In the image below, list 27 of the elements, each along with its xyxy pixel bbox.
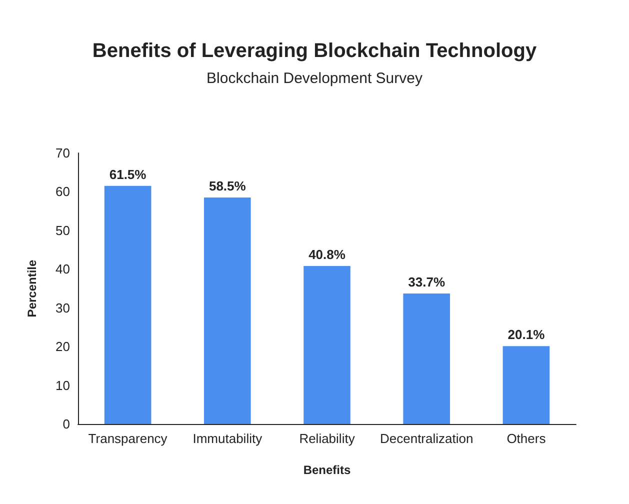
bar <box>204 198 251 424</box>
y-tick-label: 20 <box>56 339 70 354</box>
bar <box>403 294 450 424</box>
y-tick-label: 0 <box>62 416 70 432</box>
y-tick-label: 10 <box>56 378 70 393</box>
x-tick-label: Others <box>506 431 546 446</box>
chart-subtitle: Blockchain Development Survey <box>206 70 423 87</box>
data-label: 33.7% <box>408 274 446 290</box>
data-label: 61.5% <box>109 166 147 182</box>
y-axis-title: Percentile <box>25 260 39 318</box>
y-tick-label: 50 <box>56 222 70 238</box>
x-tick-label: Transparency <box>88 431 168 446</box>
y-tick-label: 60 <box>56 184 70 200</box>
x-tick-label: Decentralization <box>380 431 474 446</box>
x-tick-label: Immutability <box>192 431 263 446</box>
y-tick-label: 70 <box>56 146 70 160</box>
bar <box>104 186 152 424</box>
bar <box>502 346 550 424</box>
chart-title: Benefits of Leveraging Blockchain Technology <box>92 40 538 62</box>
x-tick-label: Reliability <box>299 431 356 446</box>
y-tick-label: 30 <box>56 300 70 316</box>
bar <box>304 266 350 424</box>
data-label: 40.8% <box>308 247 346 262</box>
data-label: 58.5% <box>208 178 246 194</box>
y-tick-label: 40 <box>56 262 70 277</box>
x-axis-title: Benefits <box>303 463 351 477</box>
data-label: 20.1% <box>508 327 546 342</box>
